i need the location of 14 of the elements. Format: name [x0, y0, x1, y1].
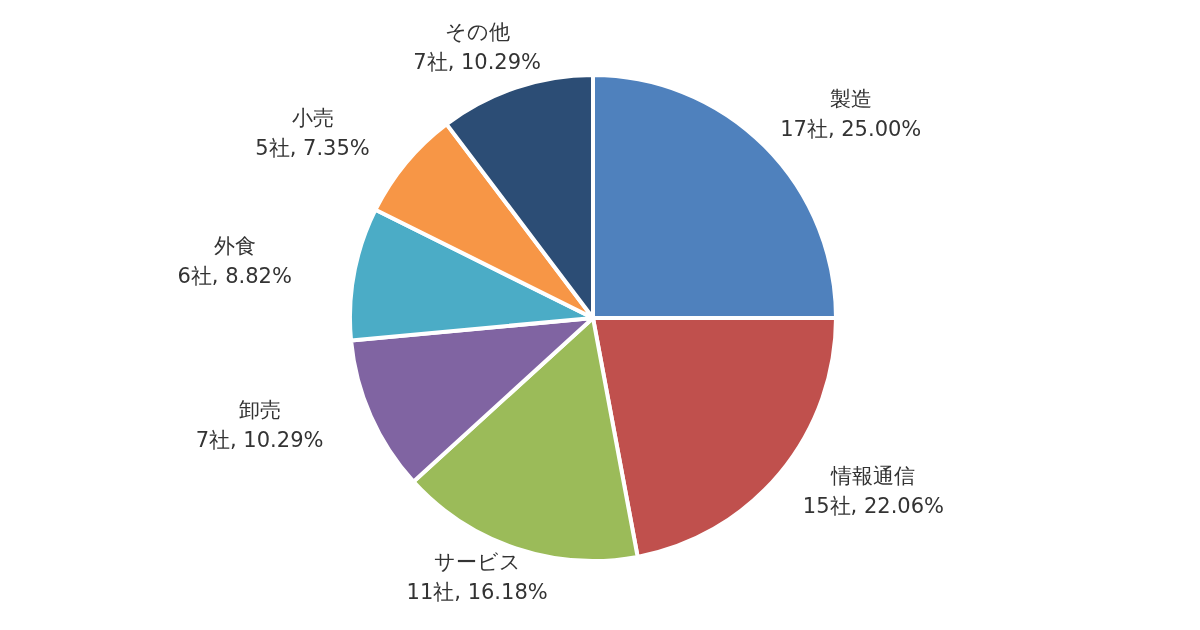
- slice-label: サービス: [433, 549, 521, 574]
- data-label: 17社, 25.00%: [780, 117, 922, 142]
- data-label: 7社, 10.29%: [413, 50, 542, 75]
- slice-label: 製造: [829, 87, 872, 112]
- data-label: 11社, 16.18%: [406, 579, 548, 604]
- data-label: 7社, 10.29%: [195, 427, 324, 452]
- slice-label: その他: [444, 20, 510, 45]
- slice-label: 情報通信: [830, 463, 916, 488]
- data-label: 5社, 7.35%: [255, 136, 370, 161]
- data-label: 6社, 8.82%: [177, 263, 292, 288]
- slice-label: 卸売: [238, 397, 281, 422]
- slice-label: 外食: [213, 233, 256, 258]
- slice-label: 小売: [291, 106, 334, 131]
- data-label: 15社, 22.06%: [802, 493, 944, 518]
